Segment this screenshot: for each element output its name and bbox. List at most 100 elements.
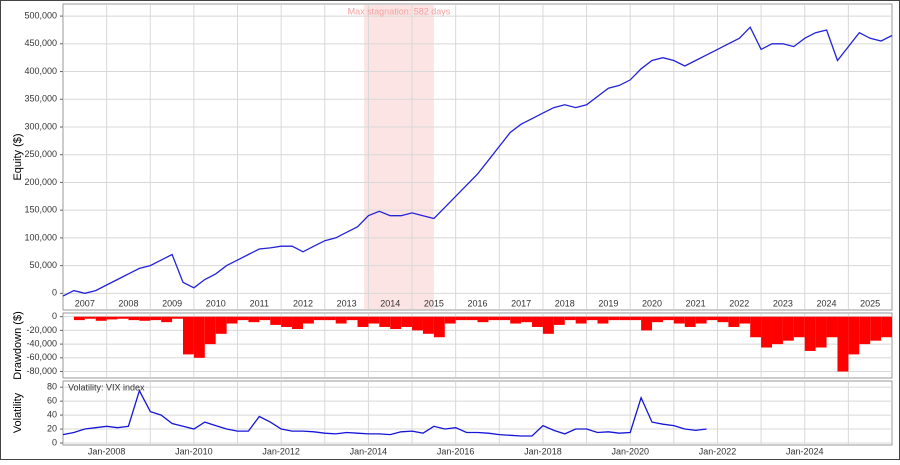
- y-tick-label: 20: [47, 423, 57, 433]
- drawdown-bar: [542, 316, 554, 334]
- drawdown-bar: [292, 316, 303, 330]
- x-tick-label: 2015: [424, 298, 444, 308]
- drawdown-bar: [182, 316, 194, 355]
- drawdown-bar: [717, 316, 729, 323]
- y-tick-label: -40,000: [26, 338, 57, 348]
- y-tick-label: 300,000: [24, 121, 57, 131]
- drawdown-bar: [324, 316, 336, 321]
- y-tick-label: -60,000: [26, 352, 57, 362]
- x-tick-label: Jan-2020: [611, 446, 649, 456]
- drawdown-bar: [161, 316, 173, 323]
- x-tick-label: 2023: [773, 298, 793, 308]
- drawdown-bar: [466, 316, 478, 321]
- drawdown-bar: [139, 316, 151, 321]
- y-tick-label: 0: [52, 311, 57, 321]
- x-tick-label: Jan-2014: [350, 446, 388, 456]
- y-tick-label: 200,000: [24, 177, 57, 187]
- drawdown-bar: [433, 316, 445, 338]
- x-tick-label: 2010: [206, 298, 226, 308]
- drawdown-bar: [499, 316, 511, 321]
- x-tick-label: Jan-2010: [175, 446, 213, 456]
- drawdown-bar: [150, 316, 162, 321]
- y-tick-label: 400,000: [24, 66, 57, 76]
- drawdown-bar: [750, 316, 762, 338]
- x-tick-label: 2017: [511, 298, 531, 308]
- drawdown-bar: [837, 316, 849, 372]
- drawdown-bar: [510, 316, 522, 324]
- x-tick-label: 2007: [75, 298, 95, 308]
- drawdown-bar: [73, 316, 85, 321]
- drawdown-bar: [313, 316, 325, 321]
- drawdown-bar: [106, 316, 118, 320]
- y-tick-label: 250,000: [24, 149, 57, 159]
- drawdown-bar: [412, 316, 423, 331]
- drawdown-bar: [532, 316, 543, 327]
- annotation: Max stagnation: 582 days: [348, 6, 451, 16]
- drawdown-bar: [728, 316, 740, 327]
- drawdown-bar: [335, 316, 347, 324]
- drawdown-bar: [346, 316, 358, 321]
- drawdown-bar: [477, 316, 489, 323]
- drawdown-bar: [793, 316, 805, 338]
- x-tick-label: 2025: [860, 298, 880, 308]
- y-tick-label: 150,000: [24, 205, 57, 215]
- x-tick-label: 2021: [686, 298, 706, 308]
- annotation: Volatility: VIX index: [68, 382, 145, 392]
- drawdown-bar: [248, 316, 260, 323]
- drawdown-bar: [641, 316, 653, 331]
- y-tick-label: 0: [52, 437, 57, 447]
- drawdown-bar: [575, 316, 587, 324]
- x-tick-label: 2008: [118, 298, 138, 308]
- y-tick-label: 40: [47, 409, 57, 419]
- drawdown-bar: [455, 316, 467, 321]
- y-tick-label: 50,000: [29, 260, 57, 270]
- drawdown-bar: [95, 316, 107, 321]
- y-tick-label: 450,000: [24, 38, 57, 48]
- x-tick-label: 2022: [729, 298, 749, 308]
- y-axis-label: Equity ($): [12, 133, 24, 180]
- drawdown-bar: [270, 316, 282, 325]
- drawdown-bar: [379, 316, 391, 327]
- drawdown-bar: [226, 316, 238, 324]
- x-tick-label: Jan-2024: [786, 446, 824, 456]
- drawdown-bar: [488, 316, 500, 321]
- y-tick-label: 80: [47, 382, 57, 392]
- drawdown-bar: [608, 316, 620, 321]
- drawdown-bar: [521, 316, 533, 323]
- drawdown-bar: [619, 316, 631, 321]
- x-tick-label: 2012: [293, 298, 313, 308]
- drawdown-bar: [302, 316, 314, 324]
- x-tick-label: 2011: [250, 298, 269, 308]
- drawdown-bar: [652, 316, 663, 323]
- drawdown-bar: [128, 316, 140, 321]
- x-tick-label: Jan-2008: [88, 446, 126, 456]
- drawdown-bar: [368, 316, 380, 324]
- stagnation-shade: [364, 5, 434, 309]
- x-tick-label: Jan-2016: [437, 446, 475, 456]
- x-tick-label: Jan-2012: [262, 446, 300, 456]
- x-tick-label: 2016: [467, 298, 487, 308]
- drawdown-bar: [739, 316, 751, 324]
- drawdown-bar: [117, 316, 129, 319]
- drawdown-bar: [586, 316, 598, 321]
- x-tick-label: 2013: [337, 298, 357, 308]
- line-series: [62, 26, 893, 297]
- drawdown-bar: [706, 316, 718, 321]
- panel-frame: [62, 3, 893, 311]
- drawdown-bar: [357, 316, 369, 327]
- drawdown-bar: [84, 316, 96, 319]
- y-tick-label: 500,000: [24, 10, 57, 20]
- drawdown-bar: [444, 316, 456, 324]
- drawdown-bar: [281, 316, 293, 327]
- drawdown-bar: [193, 316, 205, 358]
- drawdown-bar: [848, 316, 860, 355]
- y-axis-label: Volatility: [12, 392, 24, 433]
- drawdown-bar: [564, 316, 576, 321]
- x-tick-label: 2014: [380, 298, 400, 308]
- drawdown-bar: [204, 316, 216, 345]
- drawdown-bar: [870, 316, 882, 341]
- drawdown-bar: [597, 316, 609, 324]
- panel-frame: [62, 380, 893, 446]
- drawdown-bar: [215, 316, 227, 334]
